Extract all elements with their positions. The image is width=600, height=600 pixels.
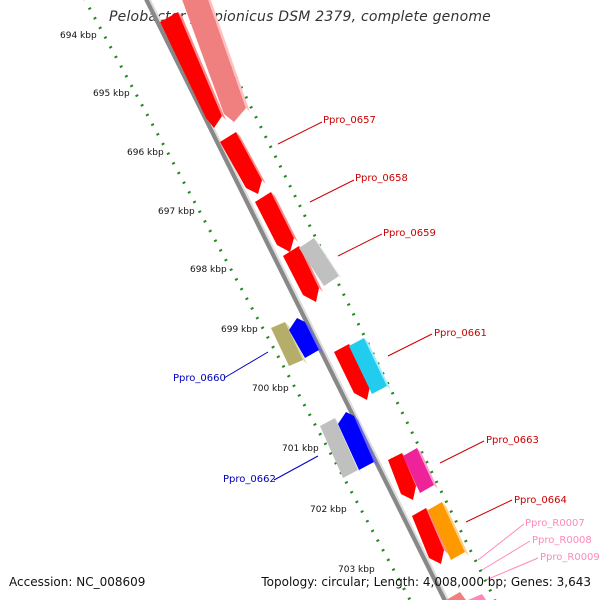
genome-backbone bbox=[144, 0, 448, 600]
gene-arrow-highlight bbox=[426, 508, 448, 554]
gene-arrow bbox=[220, 132, 262, 194]
leader-line bbox=[477, 523, 525, 561]
gene-label: Ppro_0660 bbox=[173, 373, 226, 384]
gene-label: Ppro_0659 bbox=[383, 228, 436, 239]
leader-line bbox=[481, 540, 531, 571]
gene-arrow-highlight bbox=[236, 132, 266, 184]
gene-arrow bbox=[388, 453, 416, 500]
leader-line bbox=[439, 440, 485, 464]
outer-dotted-ruler bbox=[196, 0, 497, 600]
gene-arrow bbox=[446, 592, 466, 600]
gene-label: Ppro_R0007 bbox=[525, 518, 585, 529]
ruler-label: 694 kbp bbox=[60, 31, 97, 41]
leader-line bbox=[277, 121, 323, 145]
gene-arrow bbox=[412, 508, 444, 564]
gene-arrow bbox=[255, 192, 294, 252]
ruler-label: 703 kbp bbox=[338, 565, 375, 575]
genome-summary-text: Topology: circular; Length: 4,008,000 bp… bbox=[261, 575, 591, 589]
ruler-label: 695 kbp bbox=[93, 89, 130, 99]
leader-line bbox=[309, 179, 355, 203]
gene-arrow bbox=[289, 318, 319, 358]
gene-arrow bbox=[338, 412, 374, 470]
leader-line bbox=[337, 233, 383, 257]
gene-label: Ppro_0663 bbox=[486, 435, 539, 446]
gene-block-highlight bbox=[364, 338, 391, 390]
gene-arrow-highlight bbox=[305, 322, 323, 354]
ruler-label: 697 kbp bbox=[158, 207, 195, 217]
gene-arrow bbox=[468, 594, 486, 600]
gene-block bbox=[428, 502, 465, 560]
leader-line bbox=[485, 557, 539, 581]
gene-block-highlight bbox=[314, 238, 343, 280]
gene-arrow bbox=[283, 246, 319, 302]
gene-label: Ppro_0658 bbox=[355, 173, 408, 184]
gene-arrow-highlight bbox=[299, 246, 323, 292]
ruler-tracks bbox=[83, 0, 497, 600]
gene-block bbox=[320, 418, 358, 478]
leader-line bbox=[223, 351, 269, 379]
gene-arrow-highlight bbox=[271, 192, 298, 242]
gene-label: Ppro_0662 bbox=[223, 474, 276, 485]
gene-block-highlight bbox=[417, 448, 438, 489]
gene-block bbox=[271, 322, 303, 366]
gene-arrow-highlight bbox=[178, 12, 226, 120]
gene-arrow-highlight bbox=[208, 0, 250, 112]
gene-label: Ppro_R0009 bbox=[540, 552, 600, 563]
ruler-label: 700 kbp bbox=[252, 384, 289, 394]
accession-text: Accession: NC_008609 bbox=[9, 575, 146, 589]
ruler-label: 696 kbp bbox=[127, 148, 164, 158]
gene-arrow bbox=[182, 0, 246, 122]
gene-label: Ppro_0661 bbox=[434, 328, 487, 339]
feature-track bbox=[160, 0, 486, 600]
gene-block bbox=[299, 238, 339, 286]
gene-block-highlight bbox=[442, 502, 469, 556]
inner-dotted-ruler bbox=[83, 0, 412, 600]
gene-arrow bbox=[160, 12, 222, 128]
ruler-label: 698 kbp bbox=[190, 265, 227, 275]
leader-line bbox=[273, 455, 319, 481]
ruler-label: 701 kbp bbox=[282, 444, 319, 454]
gene-label: Ppro_R0008 bbox=[532, 535, 592, 546]
label-leaders bbox=[223, 121, 539, 581]
ruler-label: 702 kbp bbox=[310, 505, 347, 515]
gene-block bbox=[349, 338, 387, 394]
gene-label: Ppro_0664 bbox=[514, 495, 567, 506]
gene-arrow bbox=[334, 344, 370, 400]
leader-line bbox=[465, 499, 513, 523]
gene-arrow-highlight bbox=[354, 416, 378, 466]
gene-label: Ppro_0657 bbox=[323, 115, 376, 126]
gene-block bbox=[403, 448, 434, 493]
leader-line bbox=[387, 333, 433, 357]
ruler-label: 699 kbp bbox=[221, 325, 258, 335]
